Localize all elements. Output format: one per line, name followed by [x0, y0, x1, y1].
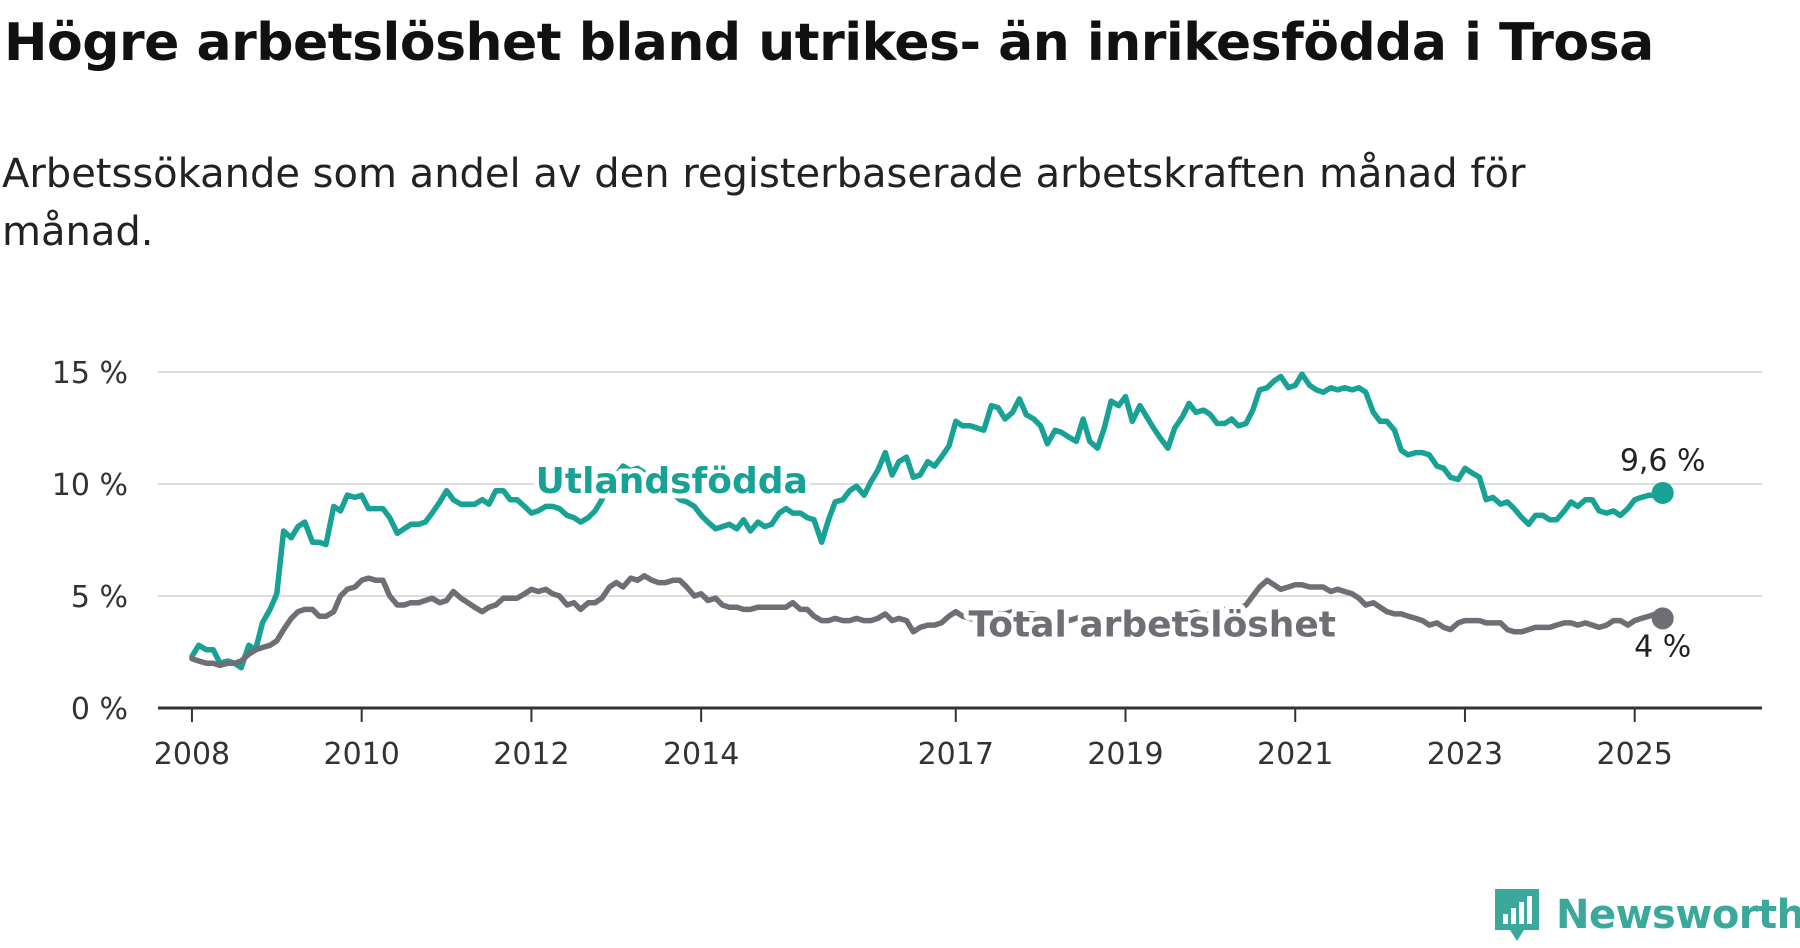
series-end-marker-total-arbetsloshet [1651, 607, 1674, 630]
x-tick-label: 2014 [663, 737, 739, 772]
grid-lines [158, 371, 1762, 597]
series-end-marker-utlandsfodda [1651, 481, 1674, 504]
chart-subtitle: Arbetssökande som andel av den registerb… [2, 151, 1526, 255]
x-tick-label: 2017 [918, 737, 994, 772]
x-tick-label: 2021 [1257, 737, 1333, 772]
series-label-total-arbetsloshet: Total arbetslöshet [968, 604, 1336, 645]
series-labels: Utlandsfödda Total arbetslöshet 9,6 % 4 % [531, 441, 1709, 668]
brand-name: Newsworthy [1556, 892, 1800, 938]
y-axis-ticks: 0 % 5 % 10 % 15 % [52, 356, 128, 727]
series-line-total-arbetsloshet [189, 573, 1666, 669]
x-tick-label: 2010 [324, 737, 400, 772]
y-tick-label: 15 % [52, 356, 128, 391]
x-tick-label: 2019 [1087, 737, 1163, 772]
y-tick-label: 0 % [71, 692, 128, 727]
x-tick-label: 2025 [1597, 737, 1673, 772]
series-lines [189, 371, 1674, 671]
x-tick-label: 2012 [493, 737, 569, 772]
y-tick-label: 5 % [71, 580, 128, 615]
x-tick-label: 2008 [154, 737, 230, 772]
end-value-label-total-arbetsloshet: 4 % [1634, 629, 1691, 664]
y-tick-label: 10 % [52, 468, 128, 503]
newsworthy-brand: Newsworthy [1492, 882, 1800, 948]
series-line-utlandsfodda [189, 371, 1666, 671]
end-value-label-utlandsfodda: 9,6 % [1620, 444, 1706, 479]
chart-title: Högre arbetslöshet bland utrikes- än inr… [4, 13, 1654, 73]
newsworthy-logo-icon [1495, 889, 1539, 941]
x-tick-label: 2023 [1427, 737, 1503, 772]
x-axis-ticks: 2008 2010 2012 2014 2017 2019 2021 2023 2025 [154, 706, 1762, 772]
series-label-utlandsfodda: Utlandsfödda [536, 461, 808, 502]
